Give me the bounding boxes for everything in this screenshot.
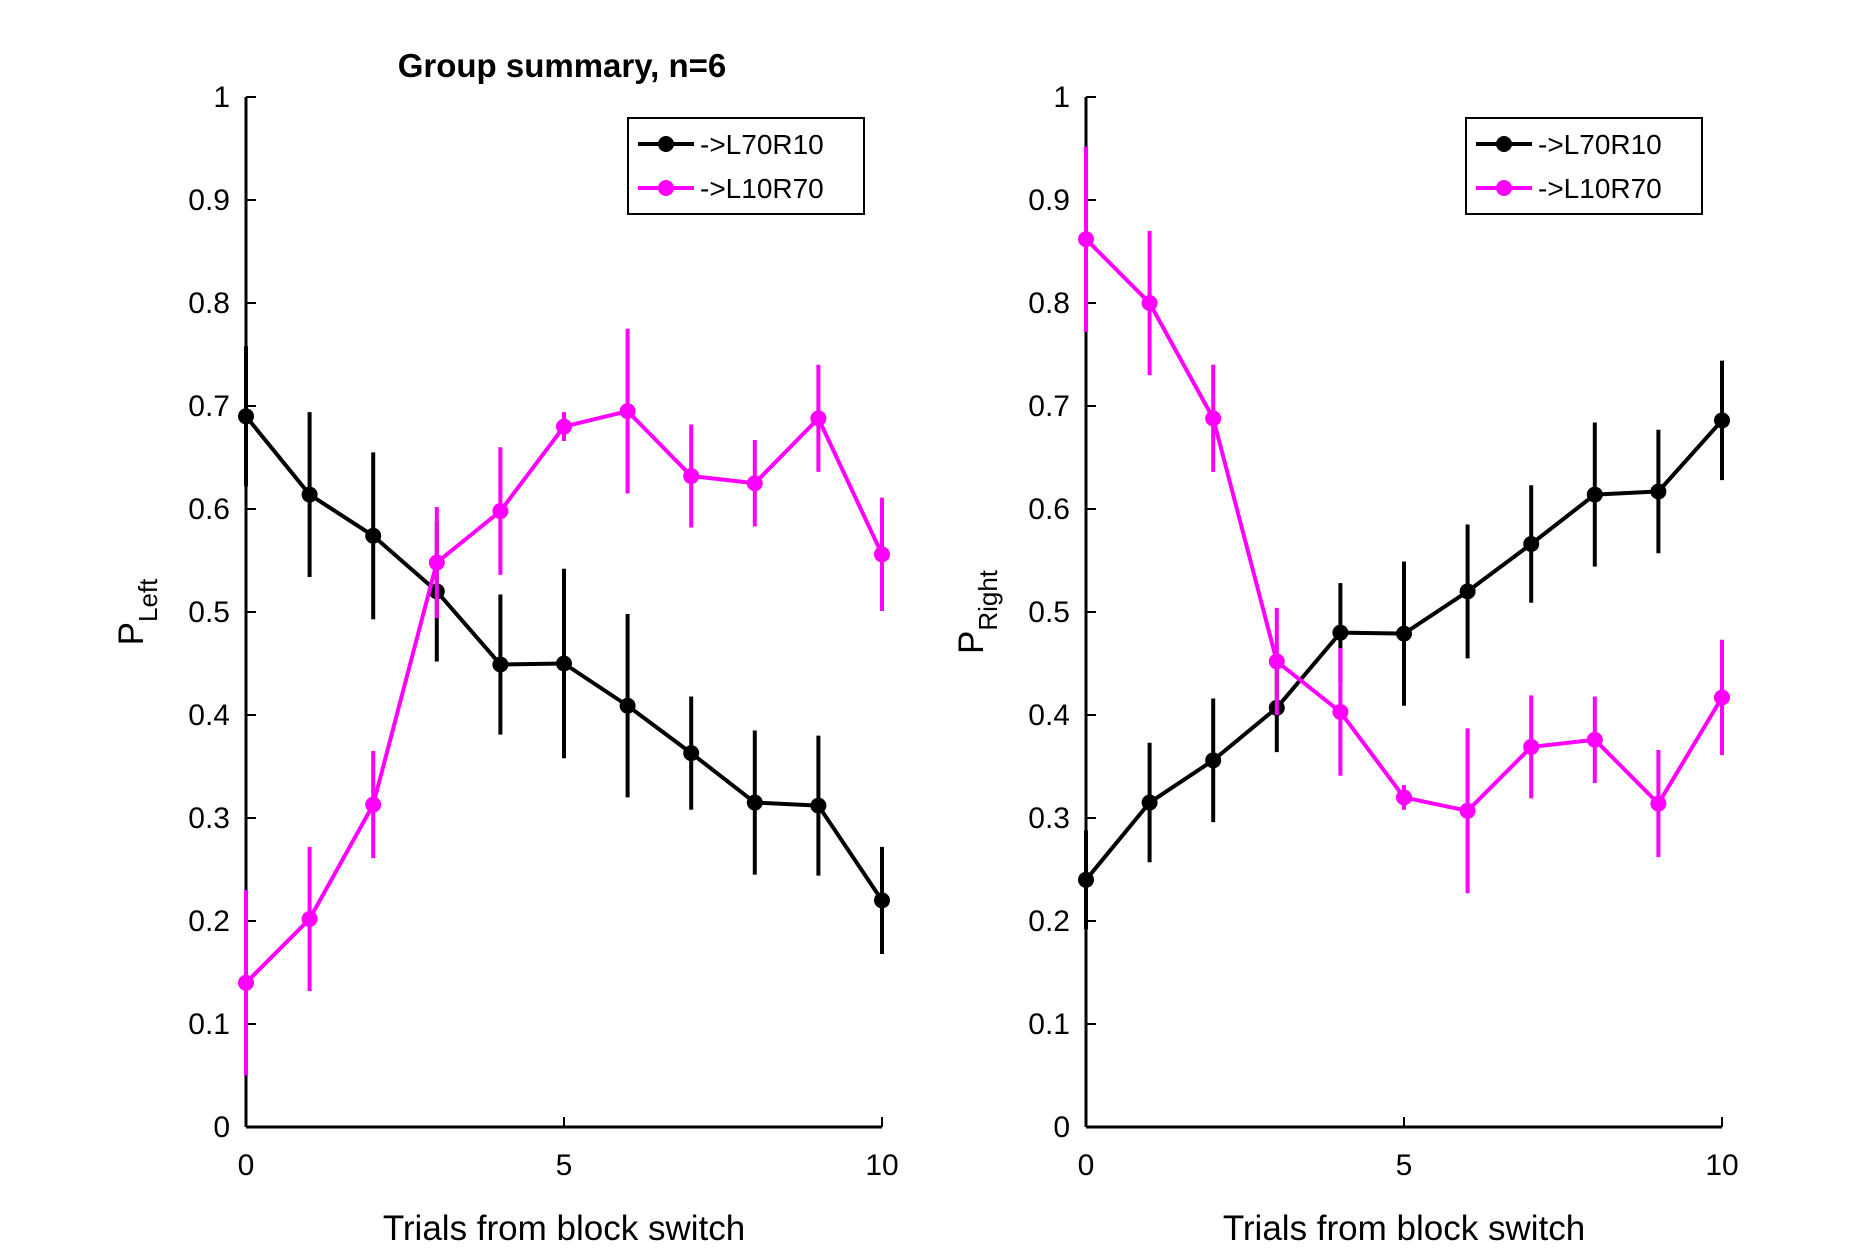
panel1-y-tick-label: 0.1 <box>188 1008 230 1041</box>
panel2-series-1 <box>1078 360 1730 930</box>
panel1-data-point <box>683 468 700 485</box>
panel1-data-point <box>746 475 763 492</box>
panel1-y-tick-label: 0.9 <box>188 184 230 217</box>
panel1-y-tick-label: 0.8 <box>188 287 230 320</box>
panel1-y-tick-label: 0.2 <box>188 905 230 938</box>
panel2-data-point <box>1332 703 1349 720</box>
panel1-y-axis-label-main: P <box>112 622 151 645</box>
panel2-x-tick-label: 5 <box>1396 1149 1413 1182</box>
panel2-data-point <box>1650 483 1667 500</box>
panel1-legend-label: ->L10R70 <box>700 173 824 204</box>
panel2-data-point <box>1078 871 1094 888</box>
panel1-legend-marker <box>658 180 674 196</box>
panel2-data-point <box>1396 789 1412 806</box>
panel2-y-axis-label-main: P <box>952 631 991 654</box>
panel1-y-tick-label: 0.3 <box>188 802 230 835</box>
panel1-data-point <box>556 655 572 672</box>
panel1-y-tick-label: 0.7 <box>188 390 230 423</box>
panel2-y-tick-label: 1 <box>1053 81 1070 114</box>
panel2-y-tick-label: 0.7 <box>1028 390 1070 423</box>
panel2-series-2 <box>1078 146 1730 894</box>
panel1-data-point <box>874 546 890 563</box>
panel1-data-point <box>492 503 509 520</box>
panel1-data-point <box>619 403 636 420</box>
panel2-x-tick-label: 0 <box>1078 1149 1095 1182</box>
panel2-data-point <box>1714 689 1730 706</box>
panel2-y-tick-label: 0.5 <box>1028 596 1070 629</box>
panel2-x-tick-label: 10 <box>1705 1149 1738 1182</box>
panel2-y-tick-label: 0.6 <box>1028 493 1070 526</box>
panel1-data-point <box>810 410 827 427</box>
panel1-data-point <box>301 486 318 503</box>
panel2-legend-label: ->L10R70 <box>1538 173 1662 204</box>
panel2-y-tick-label: 0.4 <box>1028 699 1070 732</box>
panel2-x-axis-label: Trials from block switch <box>1223 1209 1585 1248</box>
panel1-data-point <box>365 796 382 813</box>
panel2-legend-marker <box>1496 136 1512 152</box>
panel1-y-tick-label: 0 <box>213 1111 230 1144</box>
panel2-data-point <box>1459 802 1476 819</box>
panel2-data-point <box>1459 583 1476 600</box>
panel2-data-point <box>1205 752 1222 769</box>
panel2-data-point <box>1714 412 1730 429</box>
panel1-data-point <box>746 794 763 811</box>
panel2-y-tick-label: 0.1 <box>1028 1008 1070 1041</box>
panel2-data-point <box>1268 653 1285 670</box>
panel2-data-point <box>1523 738 1540 755</box>
panel1-data-point <box>238 408 254 425</box>
panel1-x-tick-label: 10 <box>865 1149 898 1182</box>
panel1-legend-box <box>627 117 865 215</box>
panel2-legend: ->L70R10 ->L10R70 <box>1465 117 1703 215</box>
panel2-data-point <box>1332 624 1349 641</box>
panel2-data-point <box>1396 625 1412 642</box>
panel1-data-point <box>619 697 636 714</box>
panel2-data-point <box>1650 795 1667 812</box>
panel1-legend: ->L70R10 ->L10R70 <box>627 117 865 215</box>
panel2-data-point <box>1205 410 1222 427</box>
panel1-y-tick-label: 0.4 <box>188 699 230 732</box>
panel2-data-point <box>1586 731 1603 748</box>
panel1-data-point <box>492 656 509 673</box>
panel1-data-point <box>683 745 700 762</box>
panel1-series-1 <box>238 346 890 954</box>
panel2-y-tick-label: 0 <box>1053 1111 1070 1144</box>
panel2-data-point <box>1141 794 1158 811</box>
panel1-y-axis-label: PLeft <box>112 578 163 646</box>
panel1-data-point <box>556 418 572 435</box>
panel1-y-tick-label: 0.5 <box>188 596 230 629</box>
panel1-data-point <box>301 910 318 927</box>
panel2-series-line <box>1084 237 1724 813</box>
panel2-data-point <box>1523 536 1540 553</box>
panel1-legend-marker <box>658 136 674 152</box>
panel2-y-tick-label: 0.9 <box>1028 184 1070 217</box>
panel1-x-axis-label: Trials from block switch <box>383 1209 745 1248</box>
panel2-data-point <box>1586 486 1603 503</box>
panel1-series-2 <box>238 328 890 1076</box>
panel2-data-point <box>1141 295 1158 311</box>
panel2-data-point <box>1078 231 1094 248</box>
panel1-legend-label: ->L70R10 <box>700 129 824 160</box>
left-panel-p-left: 00.10.20.30.40.50.60.70.80.910 5 10Trials … <box>112 81 899 1248</box>
panel1-x-tick-label: 5 <box>556 1149 573 1182</box>
figure-title: Group summary, n=6 <box>398 47 727 84</box>
panel2-y-tick-label: 0.8 <box>1028 287 1070 320</box>
panel1-data-point <box>238 974 254 991</box>
panel1-x-tick-label: 0 <box>238 1149 255 1182</box>
panel2-legend-marker <box>1496 180 1512 196</box>
panel2-y-tick-label: 0.2 <box>1028 905 1070 938</box>
right-panel-p-right: 00.10.20.30.40.50.60.70.80.910 5 10Trials … <box>952 81 1739 1248</box>
panel2-y-axis-label-sub: Right <box>973 569 1003 630</box>
panel1-data-point <box>810 797 827 814</box>
panel1-data-point <box>365 527 382 544</box>
panel1-y-tick-label: 1 <box>213 81 230 114</box>
panel2-legend-label: ->L70R10 <box>1538 129 1662 160</box>
panel1-y-tick-label: 0.6 <box>188 493 230 526</box>
panel2-y-axis-label: PRight <box>952 569 1003 654</box>
panel1-data-point <box>428 554 445 571</box>
panel1-y-axis-label-sub: Left <box>133 578 163 622</box>
panel1-data-point <box>874 892 890 909</box>
panel2-y-tick-label: 0.3 <box>1028 802 1070 835</box>
panel2-legend-box <box>1465 117 1703 215</box>
